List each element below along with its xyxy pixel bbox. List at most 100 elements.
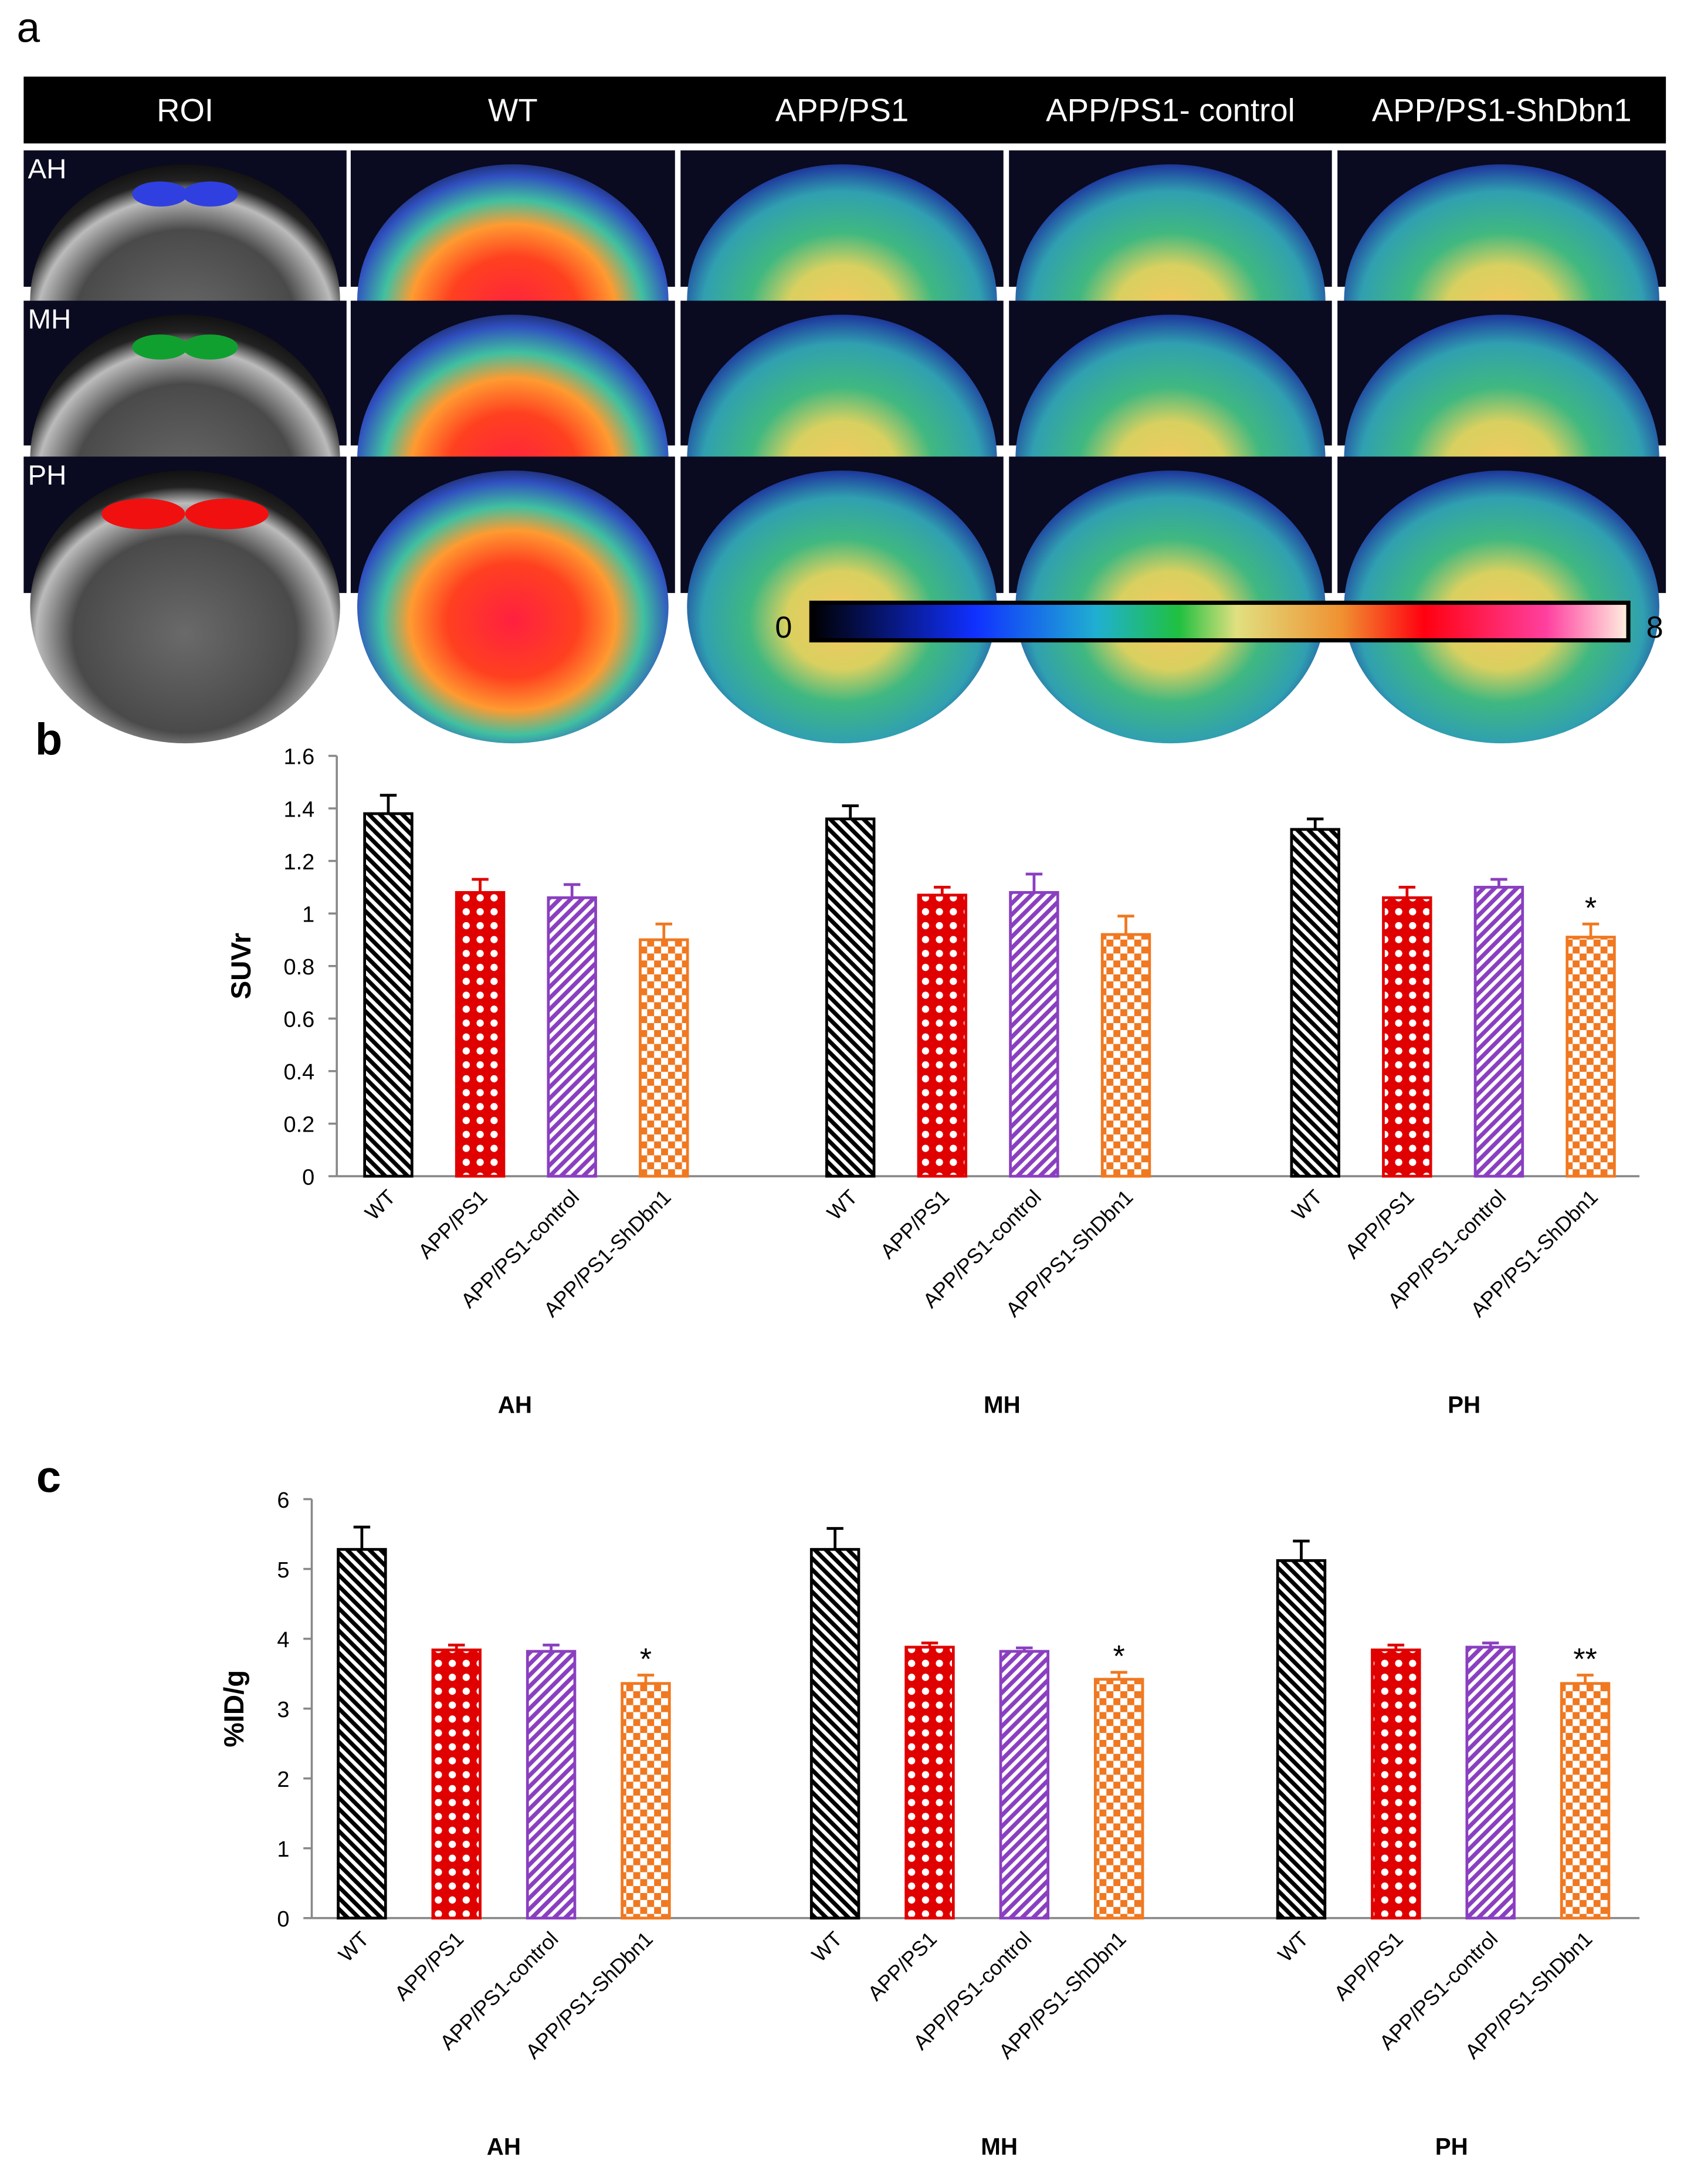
group-label: MH (984, 1391, 1021, 1418)
group-label: AH (498, 1391, 532, 1418)
column-header: APP/PS1 (775, 93, 909, 128)
x-tick-label: APP/PS1 (390, 1927, 468, 2005)
x-tick-label: WT (334, 1927, 373, 1966)
bar (999, 1650, 1050, 1920)
bar (904, 1645, 955, 1920)
bar (1465, 1645, 1516, 1920)
roi-region (101, 498, 185, 530)
y-tick-label: 2 (277, 1767, 289, 1792)
bar (639, 938, 689, 1178)
error-bar (1398, 886, 1416, 898)
row-label: AH (28, 154, 66, 185)
bar (526, 1650, 577, 1920)
error-bar (1117, 915, 1134, 935)
header-bar (23, 76, 1666, 144)
y-tick-label: 1 (277, 1837, 289, 1862)
y-tick-label: 1.4 (283, 797, 314, 822)
bar (1009, 890, 1059, 1178)
bar (431, 1648, 482, 1920)
error-bar (353, 1525, 371, 1550)
x-tick-label: WT (822, 1185, 862, 1224)
y-tick-label: 0.4 (283, 1060, 314, 1085)
group-label: PH (1448, 1391, 1480, 1418)
error-bar (1482, 1641, 1499, 1647)
roi-region (182, 334, 238, 360)
y-tick-label: 0.2 (283, 1113, 314, 1137)
y-tick-label: 1 (302, 902, 314, 927)
bar (621, 1682, 671, 1920)
x-tick-label: APP/PS1 (876, 1185, 954, 1263)
y-tick-label: 0.8 (283, 955, 314, 980)
error-bar (842, 804, 859, 819)
y-tick-label: 0 (302, 1165, 314, 1190)
row-label: MH (28, 304, 71, 335)
bar (1093, 1678, 1144, 1920)
y-axis-label: %ID/g (219, 1670, 250, 1748)
bar (1560, 1682, 1611, 1920)
panel-label: c (36, 1452, 61, 1502)
error-bar (472, 878, 489, 893)
group-label: AH (487, 2133, 521, 2160)
error-bar (563, 883, 581, 898)
error-bar (1582, 922, 1600, 937)
y-tick-label: 1.6 (283, 745, 314, 770)
bar (1473, 886, 1524, 1178)
y-tick-label: 0 (277, 1907, 289, 1932)
error-bar (543, 1643, 560, 1652)
column-header: WT (488, 93, 538, 128)
group-label: MH (981, 2133, 1018, 2160)
x-tick-label: WT (360, 1185, 399, 1224)
roi-region (182, 181, 238, 207)
bar (1566, 936, 1616, 1178)
error-bar (934, 886, 951, 895)
x-tick-label: APP/PS1 (414, 1185, 492, 1263)
error-bar (637, 1674, 655, 1684)
bar (809, 1548, 860, 1920)
error-bar (1110, 1671, 1127, 1680)
x-tick-label: APP/PS1 (1341, 1185, 1419, 1263)
colorbar-max: 8 (1646, 611, 1663, 645)
bar (1290, 828, 1340, 1178)
roi-region (185, 498, 269, 530)
brain-image (30, 470, 340, 744)
brain-image (357, 470, 669, 744)
x-tick-label: WT (1287, 1185, 1327, 1224)
bar (363, 812, 414, 1178)
y-tick-label: 4 (277, 1628, 289, 1653)
bar (1276, 1559, 1327, 1920)
column-header: APP/PS1- control (1046, 93, 1295, 128)
error-bar (1016, 1646, 1033, 1652)
significance-marker: * (1585, 892, 1597, 926)
y-tick-label: 1.2 (283, 850, 314, 875)
y-tick-label: 0.6 (283, 1008, 314, 1032)
y-tick-label: 5 (277, 1558, 289, 1583)
bar (825, 817, 876, 1178)
error-bar (1293, 1539, 1310, 1561)
x-tick-label: APP/PS1 (1330, 1927, 1408, 2005)
column-header: ROI (157, 93, 214, 128)
y-tick-label: 6 (277, 1488, 289, 1513)
significance-marker: * (640, 1643, 652, 1677)
column-header: APP/PS1-ShDbn1 (1372, 93, 1632, 128)
error-bar (380, 794, 397, 814)
bar (1371, 1648, 1421, 1920)
x-tick-label: WT (807, 1927, 846, 1966)
row-label: PH (28, 460, 66, 491)
colorbar-min: 0 (775, 611, 792, 645)
y-tick-label: 3 (277, 1698, 289, 1722)
group-label: PH (1435, 2133, 1468, 2160)
bar (1382, 896, 1432, 1178)
roi-region (132, 181, 188, 207)
colorbar (809, 600, 1631, 643)
error-bar (1025, 872, 1043, 893)
bar (1100, 933, 1151, 1178)
image-grid (23, 150, 1666, 744)
bar (455, 890, 506, 1178)
significance-marker: ** (1573, 1643, 1597, 1677)
error-bar (1387, 1643, 1405, 1650)
error-bar (655, 922, 673, 940)
error-bar (1306, 817, 1324, 829)
x-tick-label: WT (1273, 1927, 1313, 1966)
x-tick-label: APP/PS1 (863, 1927, 941, 2005)
